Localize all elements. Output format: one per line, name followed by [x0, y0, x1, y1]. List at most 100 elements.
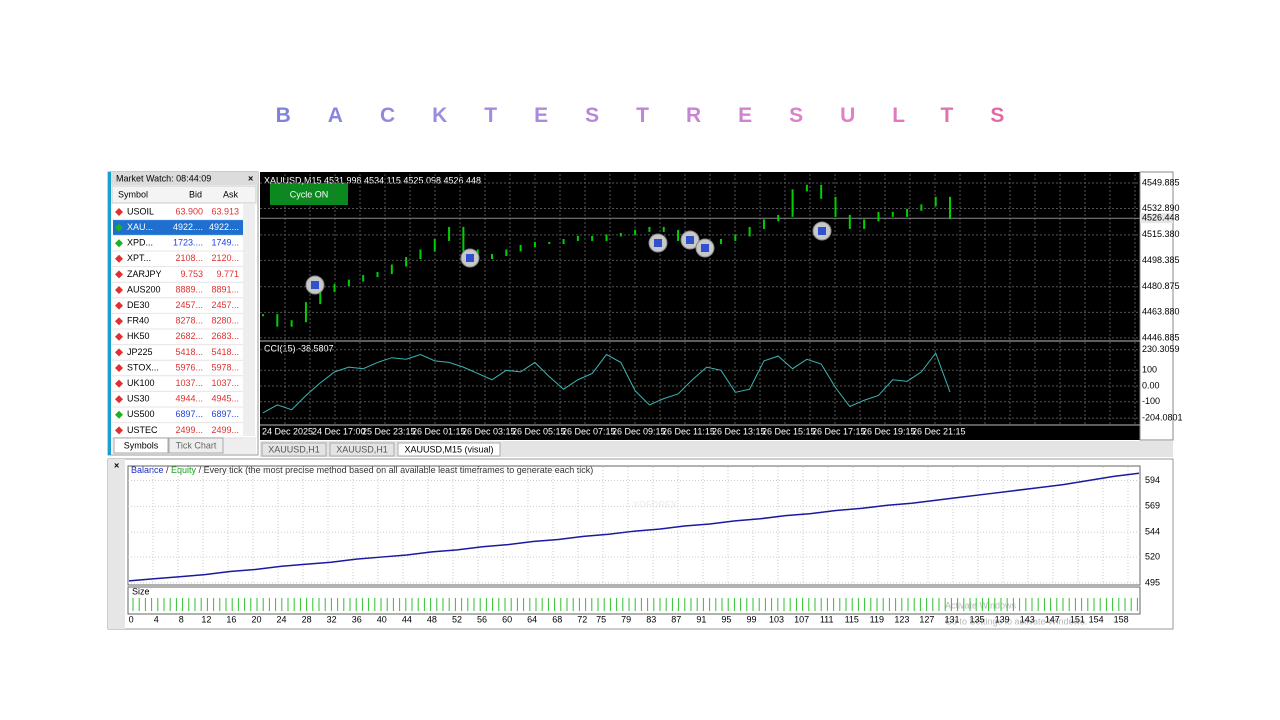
tab[interactable]: [113, 437, 169, 454]
trade-icon: [654, 239, 662, 247]
balance-tick-label: 495: [1145, 577, 1160, 587]
candle: [906, 208, 909, 217]
x-tick-label: 127: [919, 614, 934, 624]
direction-arrow: [115, 301, 123, 310]
candle: [333, 284, 336, 293]
candle: [376, 272, 379, 278]
direction-arrow: [115, 395, 123, 404]
ask: 63.913: [211, 206, 239, 216]
chart-tab[interactable]: [397, 442, 501, 457]
chart-tab[interactable]: [261, 442, 327, 457]
balance-tick-label: 594: [1145, 475, 1160, 485]
x-tick-label: 8: [179, 614, 184, 624]
bid: 8278...: [175, 316, 203, 326]
ask: 5978...: [211, 362, 239, 372]
ask: 9.771: [216, 269, 239, 279]
x-tick-label: 72: [577, 614, 587, 624]
candle: [419, 249, 422, 259]
candle: [505, 249, 508, 256]
candle: [848, 214, 851, 229]
direction-arrow: [115, 254, 123, 263]
size-plot: [127, 586, 1141, 615]
price-tick-label: 4480.875: [1142, 281, 1180, 291]
balance-line: [128, 472, 1140, 582]
column-header: Ask: [223, 189, 239, 199]
cycle-button-label[interactable]: Cycle ON: [290, 189, 329, 199]
tab[interactable]: [168, 437, 224, 454]
time-label: 26 Dec 15:15: [762, 426, 816, 436]
legend-part: /: [164, 465, 172, 475]
time-label: 26 Dec 19:15: [862, 426, 916, 436]
time-label: 24 Dec 2025: [262, 426, 313, 436]
x-tick-label: 91: [696, 614, 706, 624]
candle: [734, 234, 737, 241]
close-icon[interactable]: ×: [248, 173, 253, 183]
tester-sidebar: [108, 459, 125, 629]
candle: [433, 238, 436, 252]
balance-tick-label: 544: [1145, 527, 1160, 537]
candle: [619, 232, 622, 237]
candle: [920, 204, 923, 211]
balance-tick-label: 520: [1145, 551, 1160, 561]
chart-tab[interactable]: [329, 442, 395, 457]
cci-tick-label: 100: [1142, 365, 1157, 375]
x-tick-label: 115: [845, 614, 859, 624]
candle: [791, 189, 794, 217]
cycle-button[interactable]: [270, 183, 348, 205]
trade-icon: [701, 244, 709, 252]
candle: [762, 219, 765, 229]
close-icon[interactable]: ×: [114, 460, 119, 470]
x-tick-label: 28: [302, 614, 312, 624]
cci-tick-label: 0.00: [1142, 380, 1160, 390]
symbol: XPT...: [127, 253, 151, 263]
x-tick-label: 111: [820, 614, 834, 624]
bid: 2682...: [175, 331, 203, 341]
x-tick-label: 87: [671, 614, 681, 624]
x-tick-label: 135: [970, 614, 985, 624]
direction-arrow: [115, 410, 123, 419]
ask: 1037...: [211, 378, 239, 388]
candle: [262, 314, 264, 317]
candle: [805, 184, 808, 192]
chart-background: [260, 172, 1140, 440]
direction-arrow: [115, 426, 123, 435]
bid: 2499...: [175, 425, 203, 435]
bid: 1037...: [175, 378, 203, 388]
time-label: 25 Dec 23:15: [362, 426, 416, 436]
price-tick-label: 4532.890: [1142, 203, 1180, 213]
ask: 2683...: [211, 331, 239, 341]
candle: [519, 244, 522, 252]
time-label: 26 Dec 01:15: [412, 426, 466, 436]
direction-arrow: [115, 286, 123, 294]
panel-accent: [108, 172, 111, 455]
time-label: 24 Dec 17:00: [312, 426, 366, 436]
balance-tick-label: 569: [1145, 501, 1160, 511]
bid: 5976...: [175, 362, 203, 372]
column-header: Symbol: [118, 189, 148, 199]
ask: 4945...: [211, 394, 239, 404]
direction-arrow: [115, 239, 123, 248]
candle: [777, 214, 780, 222]
symbol: AUS200: [127, 284, 161, 294]
market-watch-title: Market Watch: 08:44:09: [116, 173, 211, 183]
cci-label: CCI(15) -38.5807: [264, 343, 334, 353]
chart-tabs-bar: [260, 441, 1173, 457]
candle: [562, 238, 565, 244]
candle: [491, 253, 493, 259]
scrollbar[interactable]: [243, 204, 255, 436]
tab-label: Tick Chart: [176, 440, 217, 450]
candle: [548, 241, 551, 244]
time-label: 26 Dec 05:15: [512, 426, 566, 436]
bid: 63.900: [175, 206, 203, 216]
activate-windows: Activate Windows: [945, 600, 1017, 610]
direction-arrow: [115, 317, 123, 326]
ask: 2120...: [211, 253, 239, 263]
x-tick-label: 99: [746, 614, 756, 624]
symbol: USOIL: [127, 206, 154, 216]
x-tick-label: 83: [646, 614, 656, 624]
chart-header: XAUUSD,M15 4531.998 4534.115 4525.098 45…: [264, 175, 481, 185]
trade-icon: [686, 236, 694, 244]
ask: 4922....: [209, 222, 239, 232]
